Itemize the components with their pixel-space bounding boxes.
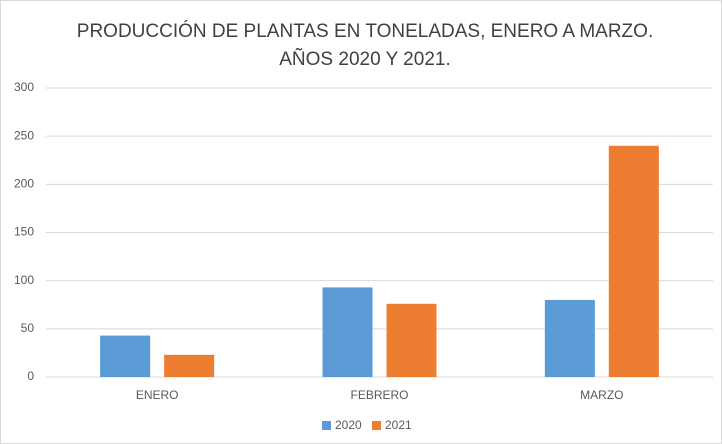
y-tick-label: 200 [14, 177, 34, 191]
legend-swatch [322, 421, 331, 430]
y-tick-label: 0 [27, 369, 34, 383]
y-tick-label: 50 [21, 321, 35, 335]
legend-label: 2020 [335, 418, 362, 432]
legend-label: 2021 [385, 418, 412, 432]
y-tick-label: 300 [14, 80, 34, 94]
bar [544, 299, 595, 377]
y-tick-label: 100 [14, 273, 34, 287]
chart-title: PRODUCCIÓN DE PLANTAS EN TONELADAS, ENER… [77, 20, 653, 42]
bar [386, 303, 437, 377]
legend-swatch [372, 421, 381, 430]
bar [608, 145, 659, 377]
bar [100, 335, 151, 377]
x-tick-label: FEBRERO [350, 388, 408, 402]
x-tick-label: MARZO [580, 388, 623, 402]
bar [322, 287, 373, 377]
y-tick-label: 150 [14, 225, 34, 239]
y-tick-label: 250 [14, 128, 34, 142]
x-tick-label: ENERO [136, 388, 179, 402]
bar [164, 354, 215, 377]
chart-title: AÑOS 2020 Y 2021. [279, 48, 450, 70]
